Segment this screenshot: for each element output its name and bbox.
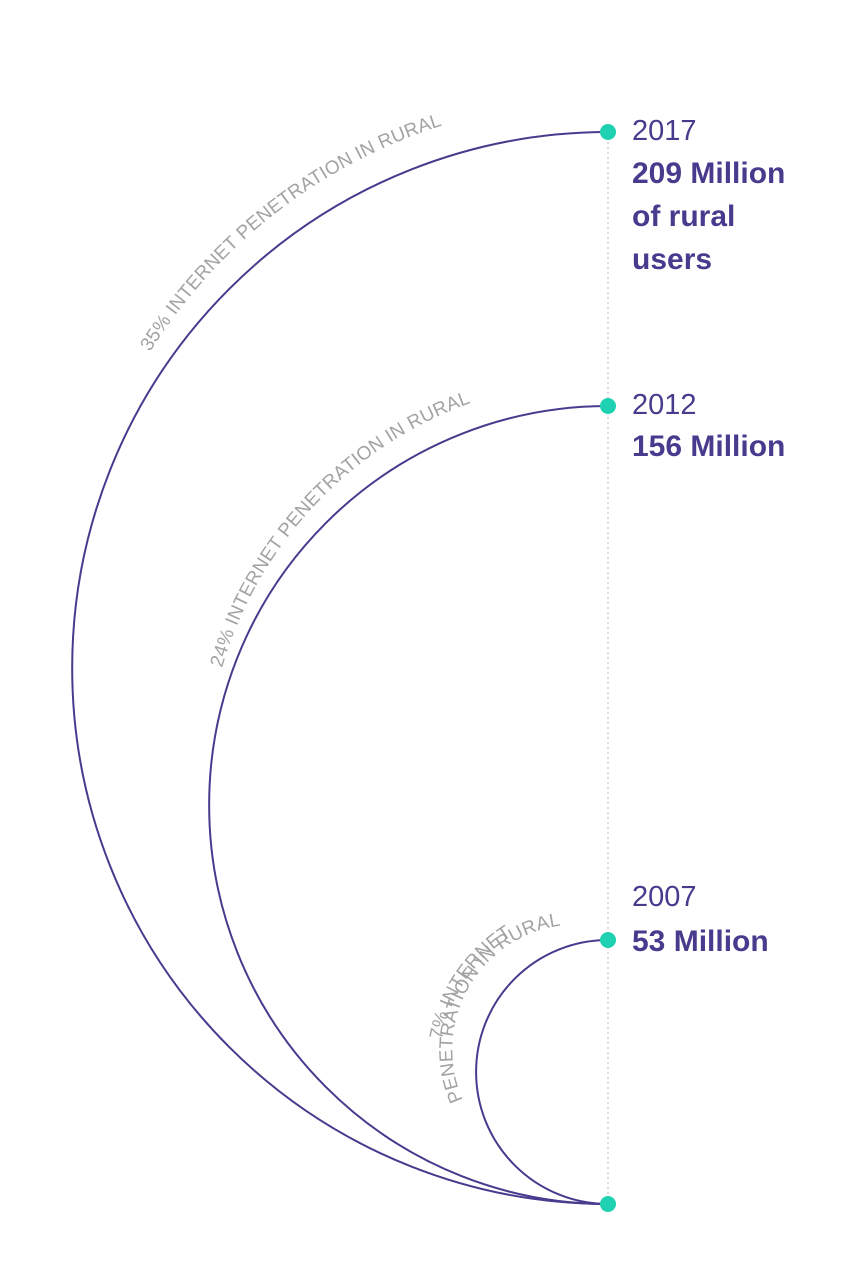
- amount-2017-line-1: 209 Million: [632, 157, 785, 190]
- amount-2012: 156 Million: [632, 430, 785, 463]
- arc-2012: [208, 405, 609, 1205]
- amount-2007: 53 Million: [632, 925, 769, 958]
- penetration-label-2017: 35% INTERNET PENETRATION IN RURAL: [137, 110, 445, 355]
- origin-dot: [600, 1196, 616, 1212]
- amount-2017-line-3: users: [632, 243, 712, 276]
- year-2017: 2017: [632, 115, 697, 147]
- penetration-label-2007-line-2: PENETRATION IN RURAL: [436, 910, 562, 1106]
- year-2012: 2012: [632, 389, 697, 421]
- milestone-dot-2012: [600, 398, 616, 414]
- arc-2007: [475, 939, 609, 1205]
- amount-2017-line-2: of rural: [632, 200, 735, 233]
- milestone-dot-2007: [600, 932, 616, 948]
- penetration-label-2012: 24% INTERNET PENETRATION IN RURAL: [207, 388, 473, 670]
- year-2007: 2007: [632, 881, 697, 913]
- arc-2017: [71, 131, 609, 1205]
- milestone-dot-2017: [600, 124, 616, 140]
